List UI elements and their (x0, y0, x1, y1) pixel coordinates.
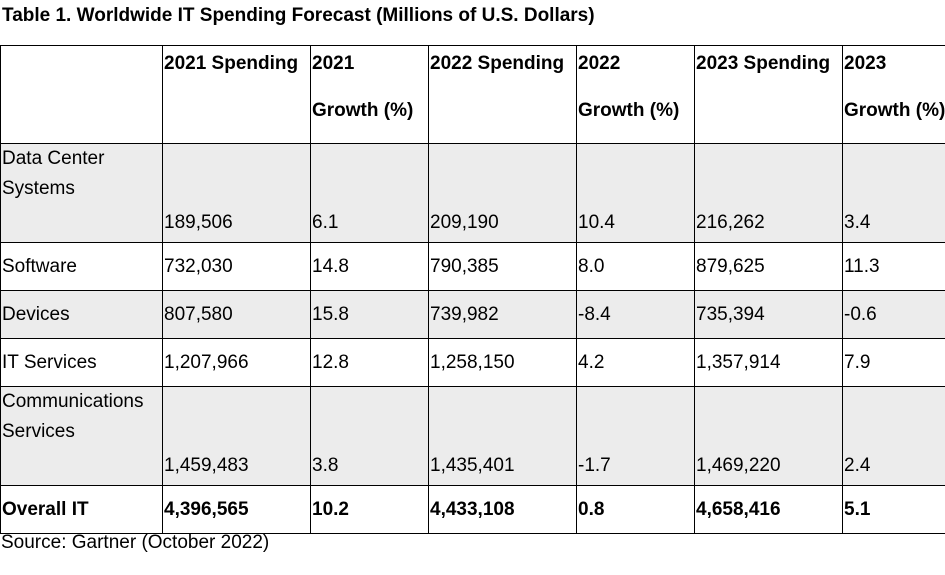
cell-2023-growth: 11.3 (842, 242, 945, 291)
cell-2021-growth: 14.8 (310, 242, 429, 291)
cell-2022-growth: 4.2 (576, 338, 695, 387)
cell-2021-growth: 10.2 (310, 485, 429, 534)
cell-2022-spending: 1,435,401 (428, 386, 577, 486)
header-cell-empty (0, 45, 163, 144)
cell-2022-growth: 0.8 (576, 485, 695, 534)
cell-2021-spending: 1,207,966 (162, 338, 311, 387)
cell-2022-growth: -1.7 (576, 386, 695, 486)
cell-2021-spending: 807,580 (162, 290, 311, 339)
cell-2022-growth: -8.4 (576, 290, 695, 339)
cell-2023-spending: 735,394 (694, 290, 843, 339)
header-2021-growth: 2021 Growth (%) (310, 45, 429, 144)
table-row: Software 732,030 14.8 790,385 8.0 879,62… (0, 242, 945, 291)
cell-2021-growth: 3.8 (310, 386, 429, 486)
cell-2021-spending: 4,396,565 (162, 485, 311, 534)
row-label: Communications Services (0, 386, 163, 486)
it-spending-table: 2021 Spending 2021 Growth (%) 2022 Spendi… (0, 45, 945, 534)
cell-2021-growth: 15.8 (310, 290, 429, 339)
cell-2021-growth: 6.1 (310, 143, 429, 243)
row-label: Devices (0, 290, 163, 339)
cell-2021-spending: 189,506 (162, 143, 311, 243)
header-2023-spending: 2023 Spending (694, 45, 843, 144)
cell-2023-growth: -0.6 (842, 290, 945, 339)
table-row: Communications Services 1,459,483 3.8 1,… (0, 386, 945, 486)
cell-2023-spending: 879,625 (694, 242, 843, 291)
cell-2023-spending: 1,357,914 (694, 338, 843, 387)
cell-2022-spending: 4,433,108 (428, 485, 577, 534)
cell-2021-spending: 732,030 (162, 242, 311, 291)
table-row: IT Services 1,207,966 12.8 1,258,150 4.2… (0, 338, 945, 387)
table-row: Data Center Systems 189,506 6.1 209,190 … (0, 143, 945, 243)
header-2022-growth: 2022 Growth (%) (576, 45, 695, 144)
cell-2023-growth: 7.9 (842, 338, 945, 387)
cell-2023-growth: 5.1 (842, 485, 945, 534)
row-label: IT Services (0, 338, 163, 387)
cell-2022-spending: 209,190 (428, 143, 577, 243)
cell-2022-growth: 8.0 (576, 242, 695, 291)
cell-2022-growth: 10.4 (576, 143, 695, 243)
row-label: Data Center Systems (0, 143, 163, 243)
header-2022-spending: 2022 Spending (428, 45, 577, 144)
cell-2021-spending: 1,459,483 (162, 386, 311, 486)
cell-2022-spending: 790,385 (428, 242, 577, 291)
total-row: Overall IT 4,396,565 10.2 4,433,108 0.8 … (0, 485, 945, 534)
cell-2023-spending: 216,262 (694, 143, 843, 243)
row-label: Software (0, 242, 163, 291)
cell-2023-spending: 4,658,416 (694, 485, 843, 534)
cell-2023-growth: 2.4 (842, 386, 945, 486)
source-note: Source: Gartner (October 2022) (1, 532, 270, 553)
header-row: 2021 Spending 2021 Growth (%) 2022 Spendi… (0, 45, 945, 144)
table-title: Table 1. Worldwide IT Spending Forecast … (2, 5, 595, 26)
cell-2022-spending: 1,258,150 (428, 338, 577, 387)
cell-2023-growth: 3.4 (842, 143, 945, 243)
cell-2022-spending: 739,982 (428, 290, 577, 339)
table-row: Devices 807,580 15.8 739,982 -8.4 735,39… (0, 290, 945, 339)
header-2021-spending: 2021 Spending (162, 45, 311, 144)
header-2023-growth: 2023 Growth (%) (842, 45, 945, 144)
cell-2021-growth: 12.8 (310, 338, 429, 387)
cell-2023-spending: 1,469,220 (694, 386, 843, 486)
row-label: Overall IT (0, 485, 163, 534)
